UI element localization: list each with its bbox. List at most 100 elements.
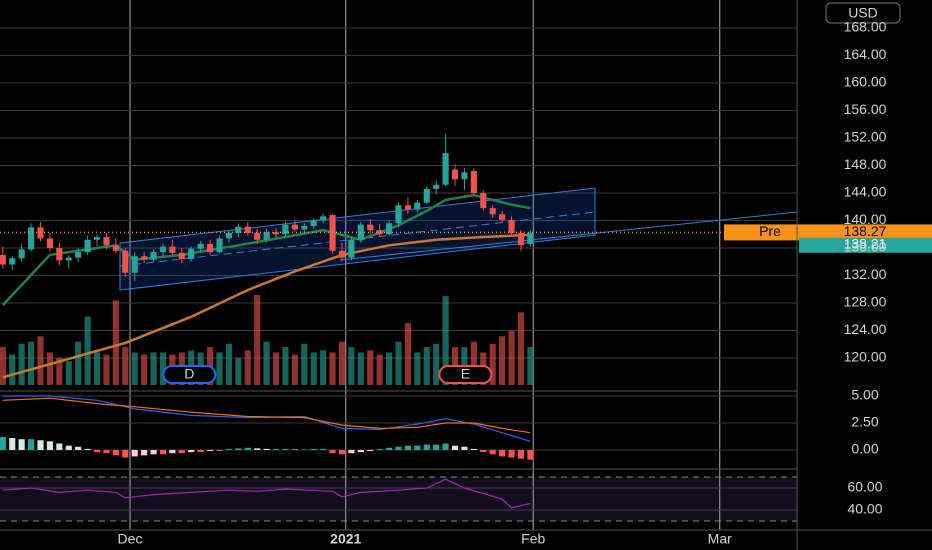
macd-histogram-bar	[159, 449, 167, 455]
pre-market-tag: Pre	[759, 223, 781, 239]
currency-box[interactable]	[825, 2, 901, 24]
macd-histogram-bar	[329, 449, 336, 454]
volume-bar	[9, 354, 16, 385]
macd-histogram-bar	[282, 448, 289, 450]
volume-bar	[28, 341, 35, 385]
candle-body	[112, 245, 119, 251]
volume-bar	[46, 352, 53, 385]
macd-histogram-bar	[197, 449, 204, 453]
macd-histogram-bar	[480, 449, 487, 453]
candle-body	[188, 248, 195, 260]
candle-body	[517, 232, 525, 246]
volume-bar	[18, 343, 25, 385]
candle-body	[254, 232, 261, 240]
y-tick-label: 164.00	[844, 46, 887, 62]
candle-body	[225, 232, 232, 239]
candle-body	[56, 248, 63, 261]
volume-bar	[75, 341, 82, 385]
volume-bar	[0, 347, 6, 385]
candle-body	[65, 257, 72, 261]
macd-histogram-bar	[225, 448, 232, 450]
volume-bar	[244, 350, 251, 385]
y-tick-label: 156.00	[844, 101, 887, 117]
moving-average	[2, 233, 531, 379]
event-label: E	[461, 366, 470, 382]
macd-histogram-bar	[112, 449, 119, 456]
macd-histogram-bar	[216, 449, 223, 452]
macd-histogram-bar	[301, 449, 308, 450]
candle-body	[499, 214, 506, 220]
x-tick-label: Dec	[118, 531, 143, 547]
volume-bar	[376, 354, 383, 385]
y-tick-label: 132.00	[844, 266, 887, 282]
candle-body	[480, 193, 487, 209]
y-tick-label: 136.00	[844, 239, 887, 255]
last-price: 138.21	[844, 236, 887, 252]
macd-histogram-bar	[386, 447, 393, 450]
y-tick-label: 152.00	[844, 129, 887, 145]
y-tick-label: 2.50	[851, 414, 878, 430]
volume-bar	[527, 347, 534, 385]
volume-bar	[84, 316, 91, 385]
volume-bar	[93, 352, 101, 385]
volume-bar	[489, 343, 496, 385]
rsi-band-fill	[0, 477, 797, 521]
macd-histogram-bar	[320, 448, 327, 450]
candle-body	[150, 252, 157, 260]
macd-histogram-bar	[404, 445, 411, 450]
macd-histogram-bar	[244, 447, 251, 450]
volume-bar	[263, 341, 270, 385]
macd-histogram-bar	[451, 445, 459, 450]
macd-histogram-bar	[178, 449, 185, 454]
candle-body	[489, 208, 496, 215]
macd-histogram-bar	[461, 446, 468, 450]
macd-histogram-bar	[75, 446, 82, 450]
macd-histogram-bar	[357, 449, 364, 453]
candle-body	[451, 169, 459, 180]
rsi-line	[2, 478, 531, 509]
candle-body	[338, 250, 346, 258]
pre-market-box	[724, 224, 932, 241]
volume-bar	[301, 343, 308, 385]
macd-histogram-bar	[517, 449, 525, 459]
volume-bar	[386, 352, 393, 385]
event-marker[interactable]	[162, 365, 217, 384]
macd-histogram-bar	[442, 443, 449, 450]
macd-histogram-bar	[508, 449, 515, 458]
macd-histogram-bar	[263, 448, 270, 450]
macd-histogram-bar	[376, 448, 383, 450]
volume-bar	[103, 354, 110, 385]
candle-body	[9, 258, 16, 265]
candle-body	[103, 237, 110, 246]
y-tick-label: 140.00	[844, 211, 887, 227]
moving-average	[1, 193, 531, 306]
y-tick-label: 120.00	[844, 349, 887, 365]
volume-bar	[338, 341, 346, 385]
candle-body	[178, 252, 185, 260]
y-tick-label: 0.00	[851, 441, 878, 457]
x-tick-label: 2021	[330, 531, 361, 547]
macd-histogram-bar	[433, 444, 440, 450]
candle-body	[301, 226, 308, 230]
volume-bar	[414, 352, 421, 385]
candle-body	[376, 230, 383, 235]
macd-histogram-bar	[103, 449, 110, 454]
macd-histogram-bar	[46, 441, 53, 450]
macd-histogram-bar	[291, 449, 298, 450]
macd-histogram-bar	[310, 448, 317, 450]
macd-histogram-bar	[338, 449, 346, 455]
y-tick-label: 160.00	[844, 74, 887, 90]
macd-histogram-bar	[65, 445, 72, 450]
macd-histogram-bar	[84, 448, 91, 450]
x-tick-label: Mar	[708, 531, 732, 547]
volume-bar	[329, 352, 336, 385]
event-marker[interactable]	[438, 365, 493, 384]
volume-bar	[357, 352, 364, 385]
volume-bar	[433, 343, 440, 385]
macd-histogram-bar	[141, 449, 148, 456]
pre-market-price: 138.27	[844, 223, 887, 239]
candle-body	[414, 202, 421, 210]
volume-bar	[499, 336, 506, 385]
